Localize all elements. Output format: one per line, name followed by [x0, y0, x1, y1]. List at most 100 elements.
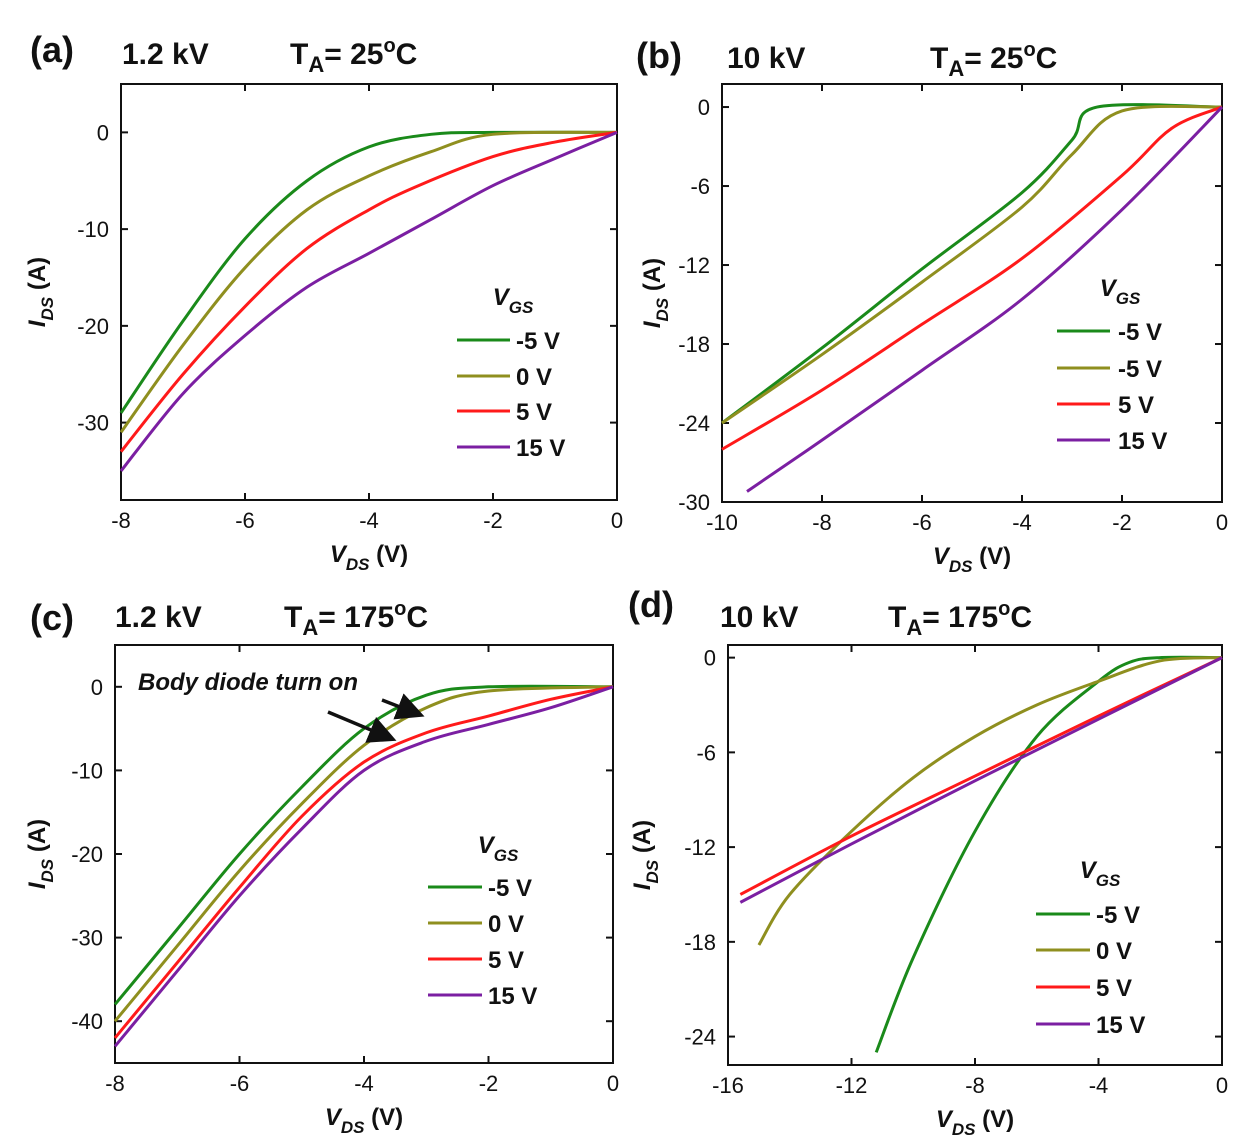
legend-title: VGS	[478, 832, 519, 865]
plot-frame	[721, 83, 1223, 503]
ambient-temperature: TA= 25oC	[930, 39, 1057, 81]
series-line-15V	[739, 656, 1223, 904]
y-tick-label: 0	[698, 95, 710, 120]
x-tick-label: -8	[965, 1073, 985, 1098]
x-label-main: V	[325, 1104, 343, 1131]
plot-frame	[114, 644, 614, 1064]
y-axis-label: IDS (A)	[24, 257, 57, 327]
x-label-unit: (V)	[972, 543, 1011, 570]
series-line-neg5V	[721, 103, 1223, 425]
legend-entry: -5 V	[488, 875, 532, 902]
y-tick-label: -20	[77, 314, 109, 339]
x-tick-label: -8	[105, 1071, 125, 1096]
legend-title-main: V	[1080, 857, 1098, 884]
temp-unit: C	[1010, 601, 1032, 634]
panel-label: (b)	[636, 35, 682, 76]
x-label-unit: (V)	[364, 1104, 403, 1131]
series-line-neg5V	[721, 104, 1223, 425]
x-tick-label: -4	[1012, 510, 1032, 535]
temp-prefix: T	[930, 42, 948, 75]
ambient-temperature: TA= 175oC	[888, 598, 1032, 640]
x-tick-label: 0	[611, 508, 623, 533]
y-label-sub: DS	[643, 859, 662, 883]
y-tick-label: -24	[684, 1025, 716, 1050]
x-tick-label: -4	[1089, 1073, 1109, 1098]
legend-entry: 0 V	[1096, 938, 1132, 965]
legend-title-main: V	[478, 832, 496, 859]
series-line-5V	[119, 130, 618, 453]
panel-label: (d)	[628, 584, 674, 625]
y-tick-label: -18	[678, 332, 710, 357]
y-tick-label: 0	[97, 120, 109, 145]
y-tick-label: -6	[696, 740, 716, 765]
legend: VGS -5 V -5 V 5 V 15 V	[1057, 275, 1167, 455]
series-line-0V	[757, 656, 1223, 946]
y-tick-label: -40	[71, 1009, 103, 1034]
voltage-rating: 1.2 kV	[122, 38, 209, 71]
legend-entry: 5 V	[1118, 392, 1154, 419]
legend-entry: -5 V	[1118, 319, 1162, 346]
temp-value: = 175	[922, 601, 998, 634]
legend-entry: 5 V	[1096, 975, 1132, 1002]
y-label-sub: DS	[653, 297, 672, 321]
y-axis-label: IDS (A)	[629, 820, 662, 890]
x-label-sub: DS	[346, 555, 370, 574]
voltage-rating: 1.2 kV	[115, 601, 202, 634]
y-tick-label: -6	[690, 174, 710, 199]
legend-title-main: V	[1100, 275, 1118, 302]
voltage-rating: 10 kV	[720, 601, 798, 634]
x-label-sub: DS	[949, 557, 973, 576]
x-tick-label: 0	[607, 1071, 619, 1096]
y-axis-label: IDS (A)	[24, 819, 57, 889]
temp-unit: C	[406, 601, 428, 634]
x-label-main: V	[933, 543, 951, 570]
legend-title-sub: GS	[509, 298, 534, 317]
x-tick-label: -8	[812, 510, 832, 535]
legend-entry: 5 V	[488, 947, 524, 974]
plot-frame	[727, 644, 1223, 1066]
x-tick-label: -4	[359, 508, 379, 533]
temp-prefix: T	[888, 601, 906, 634]
legend: VGS -5 V 0 V 5 V 15 V	[457, 284, 565, 462]
y-tick-label: -30	[77, 411, 109, 436]
y-label-unit: (A)	[629, 820, 656, 860]
temp-superscript: o	[383, 35, 395, 57]
series-line-5V	[113, 685, 614, 1039]
x-tick-label: -6	[235, 508, 255, 533]
legend: VGS -5 V 0 V 5 V 15 V	[1036, 857, 1145, 1039]
x-tick-label: -6	[230, 1071, 250, 1096]
y-label-sub: DS	[38, 858, 57, 882]
temp-superscript: o	[1023, 39, 1035, 61]
series-line-5V	[721, 105, 1223, 451]
y-tick-label: 0	[704, 646, 716, 671]
x-axis-label: VDS (V)	[325, 1104, 403, 1137]
x-tick-label: -8	[111, 508, 131, 533]
panel-a: (a) 1.2 kV TA= 25oC-8 -6 -4 -2 00-10-20-30VDS …	[24, 29, 623, 574]
y-label-main: I	[24, 319, 51, 327]
y-tick-label: -24	[678, 411, 710, 436]
x-axis-label: VDS (V)	[936, 1106, 1014, 1139]
temp-value: = 175	[318, 601, 394, 634]
temp-subscript: A	[302, 615, 318, 640]
voltage-rating: 10 kV	[727, 42, 805, 75]
x-tick-label: 0	[1216, 1073, 1228, 1098]
legend-entry: -5 V	[1118, 356, 1162, 383]
ambient-temperature: TA= 25oC	[290, 35, 417, 77]
legend-title: VGS	[1100, 275, 1141, 308]
x-tick-label: -2	[479, 1071, 499, 1096]
panel-label: (a)	[30, 29, 74, 70]
panel-label: (c)	[30, 597, 74, 638]
temp-subscript: A	[948, 56, 964, 81]
temp-value: = 25	[324, 38, 383, 71]
x-label-unit: (V)	[369, 541, 408, 568]
legend-title: VGS	[1080, 857, 1121, 890]
legend-title: VGS	[493, 284, 534, 317]
y-tick-label: -10	[71, 758, 103, 783]
series-line-15V	[746, 105, 1224, 493]
y-label-unit: (A)	[24, 257, 51, 297]
legend-title-sub: GS	[494, 846, 519, 865]
x-tick-label: -16	[712, 1073, 744, 1098]
x-label-sub: DS	[341, 1118, 365, 1137]
temp-prefix: T	[290, 38, 308, 71]
legend-entry: 15 V	[1096, 1012, 1145, 1039]
